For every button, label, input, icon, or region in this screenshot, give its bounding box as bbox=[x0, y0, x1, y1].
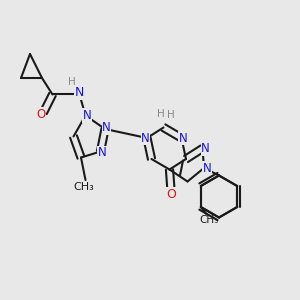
Text: H: H bbox=[167, 110, 175, 121]
Text: O: O bbox=[166, 188, 176, 201]
Text: N: N bbox=[98, 146, 106, 160]
Text: N: N bbox=[202, 161, 211, 175]
Text: N: N bbox=[141, 131, 150, 145]
Text: H: H bbox=[157, 109, 164, 119]
Text: CH₃: CH₃ bbox=[200, 214, 219, 225]
Text: N: N bbox=[178, 131, 188, 145]
Text: H: H bbox=[68, 77, 76, 88]
Text: N: N bbox=[75, 86, 84, 100]
Text: N: N bbox=[82, 109, 91, 122]
Text: O: O bbox=[37, 107, 46, 121]
Text: CH₃: CH₃ bbox=[74, 182, 94, 193]
Text: N: N bbox=[102, 121, 111, 134]
Text: N: N bbox=[201, 142, 210, 155]
